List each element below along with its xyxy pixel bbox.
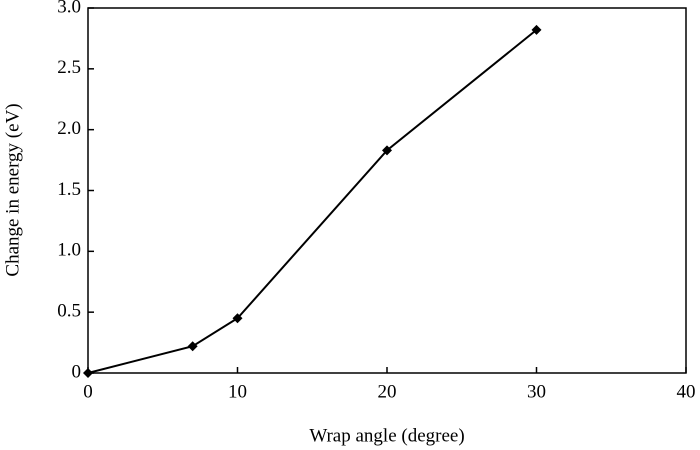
plot-frame xyxy=(87,7,687,374)
x-tick-label: 20 xyxy=(378,381,397,402)
data-point xyxy=(382,145,392,156)
x-tick-label: 40 xyxy=(677,381,696,402)
data-point xyxy=(531,24,542,35)
y-tick-label: 1.0 xyxy=(57,240,81,261)
y-tick-label: 1.5 xyxy=(57,179,81,200)
y-tick-label: 2.5 xyxy=(57,57,81,78)
data-point xyxy=(83,368,93,378)
y-tick-label: 3.0 xyxy=(57,0,81,17)
x-tick-label: 10 xyxy=(228,381,247,402)
y-tick-label: 0 xyxy=(72,361,82,382)
x-tick-label: 0 xyxy=(83,381,93,402)
y-tick-label: 0.5 xyxy=(57,301,81,322)
data-line xyxy=(87,29,538,374)
x-axis-label: Wrap angle (degree) xyxy=(309,425,464,446)
y-tick-label: 2.0 xyxy=(57,118,81,139)
y-axis-label: Change in energy (eV) xyxy=(2,103,23,276)
x-tick-label: 30 xyxy=(527,381,546,402)
data-point xyxy=(232,313,243,324)
data-point xyxy=(187,341,198,352)
